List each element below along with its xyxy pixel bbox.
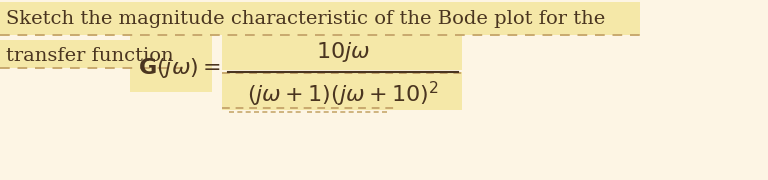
- Text: transfer function: transfer function: [6, 47, 174, 65]
- Text: Sketch the magnitude characteristic of the Bode plot for the: Sketch the magnitude characteristic of t…: [6, 10, 605, 28]
- Bar: [222, 72, 462, 110]
- Bar: [0, 40, 183, 68]
- Bar: [222, 32, 462, 70]
- Text: $(j\omega + 1)(j\omega + 10)^2$: $(j\omega + 1)(j\omega + 10)^2$: [247, 79, 439, 109]
- Text: $\mathbf{G}(j\omega) =$: $\mathbf{G}(j\omega) =$: [138, 56, 221, 80]
- Bar: [130, 32, 212, 92]
- Text: $10j\omega$: $10j\omega$: [316, 40, 370, 64]
- Bar: [0, 2, 640, 35]
